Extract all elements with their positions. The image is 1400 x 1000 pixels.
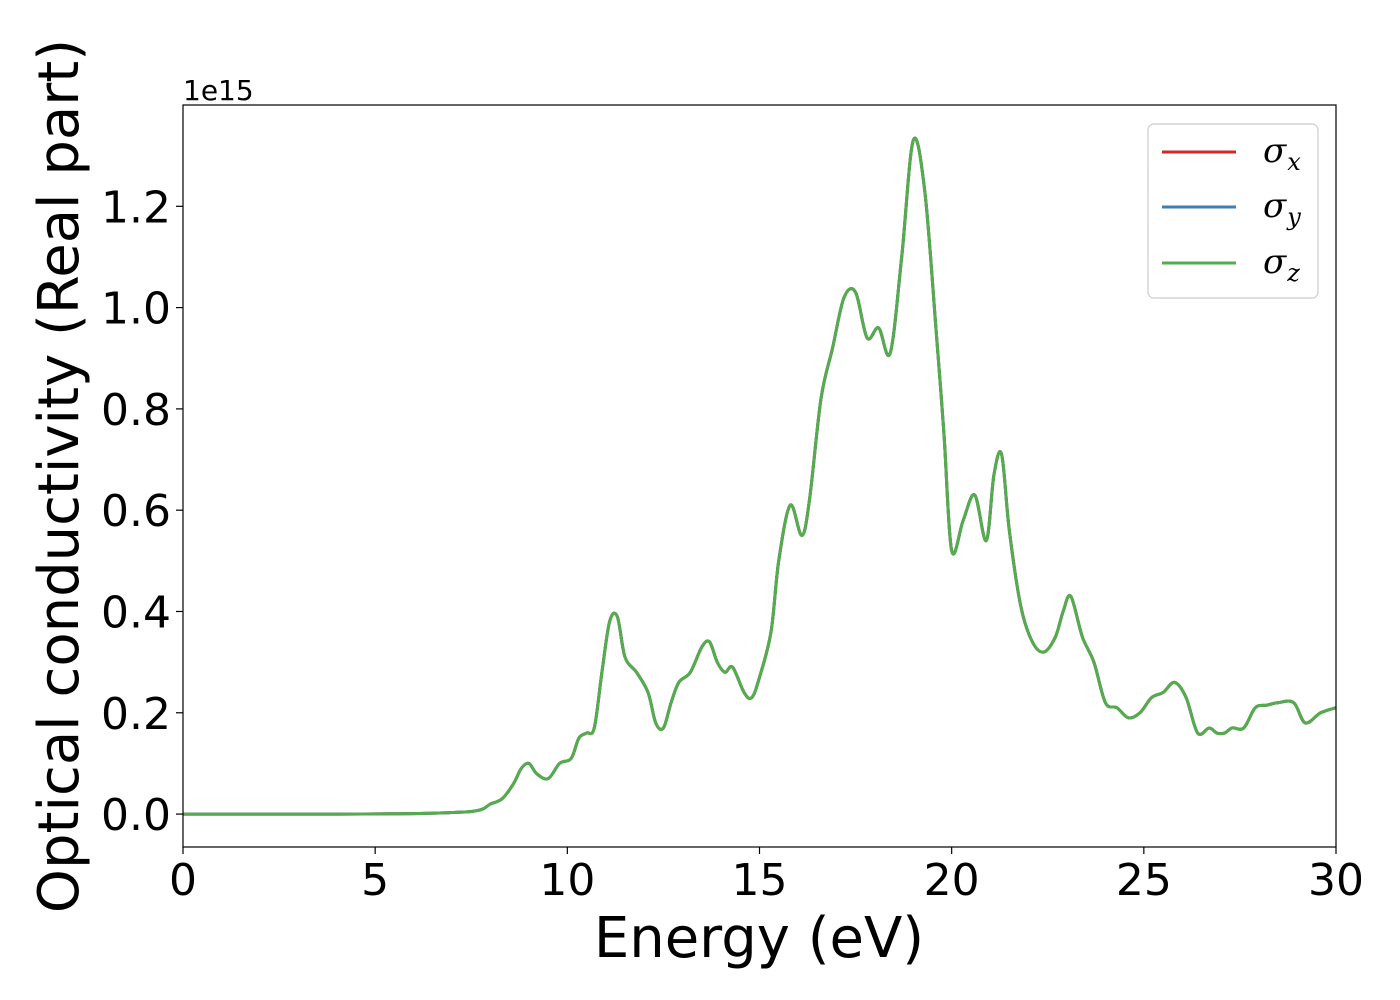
y-axis-title: Optical conductivity (Real part) (27, 39, 92, 913)
x-tick-label: 10 (539, 855, 595, 906)
series-layer (182, 136, 1337, 816)
y-tick-label: 0.2 (101, 689, 171, 740)
x-axis-ticks: 0 5 10 15 20 25 30 (169, 847, 1364, 906)
x-axis-title: Energy (eV) (594, 906, 924, 971)
series-line-z (182, 136, 1337, 816)
x-tick-label: 0 (169, 855, 197, 906)
y-axis-ticks: 0.0 0.2 0.4 0.6 0.8 1.0 1.2 (101, 182, 183, 841)
legend-box (1147, 123, 1319, 299)
y-tick-label: 0.8 (101, 385, 171, 436)
x-tick-label: 20 (924, 855, 980, 906)
x-tick-label: 30 (1308, 855, 1364, 906)
y-tick-label: 0.0 (101, 790, 171, 841)
y-tick-label: 0.6 (101, 486, 171, 537)
x-tick-label: 15 (732, 855, 788, 906)
x-tick-label: 5 (361, 855, 389, 906)
y-tick-label: 0.4 (101, 587, 171, 638)
y-tick-label: 1.0 (101, 284, 171, 335)
y-offset-label: 1e15 (183, 74, 254, 107)
x-tick-label: 25 (1116, 855, 1172, 906)
y-tick-label: 1.2 (101, 182, 171, 233)
